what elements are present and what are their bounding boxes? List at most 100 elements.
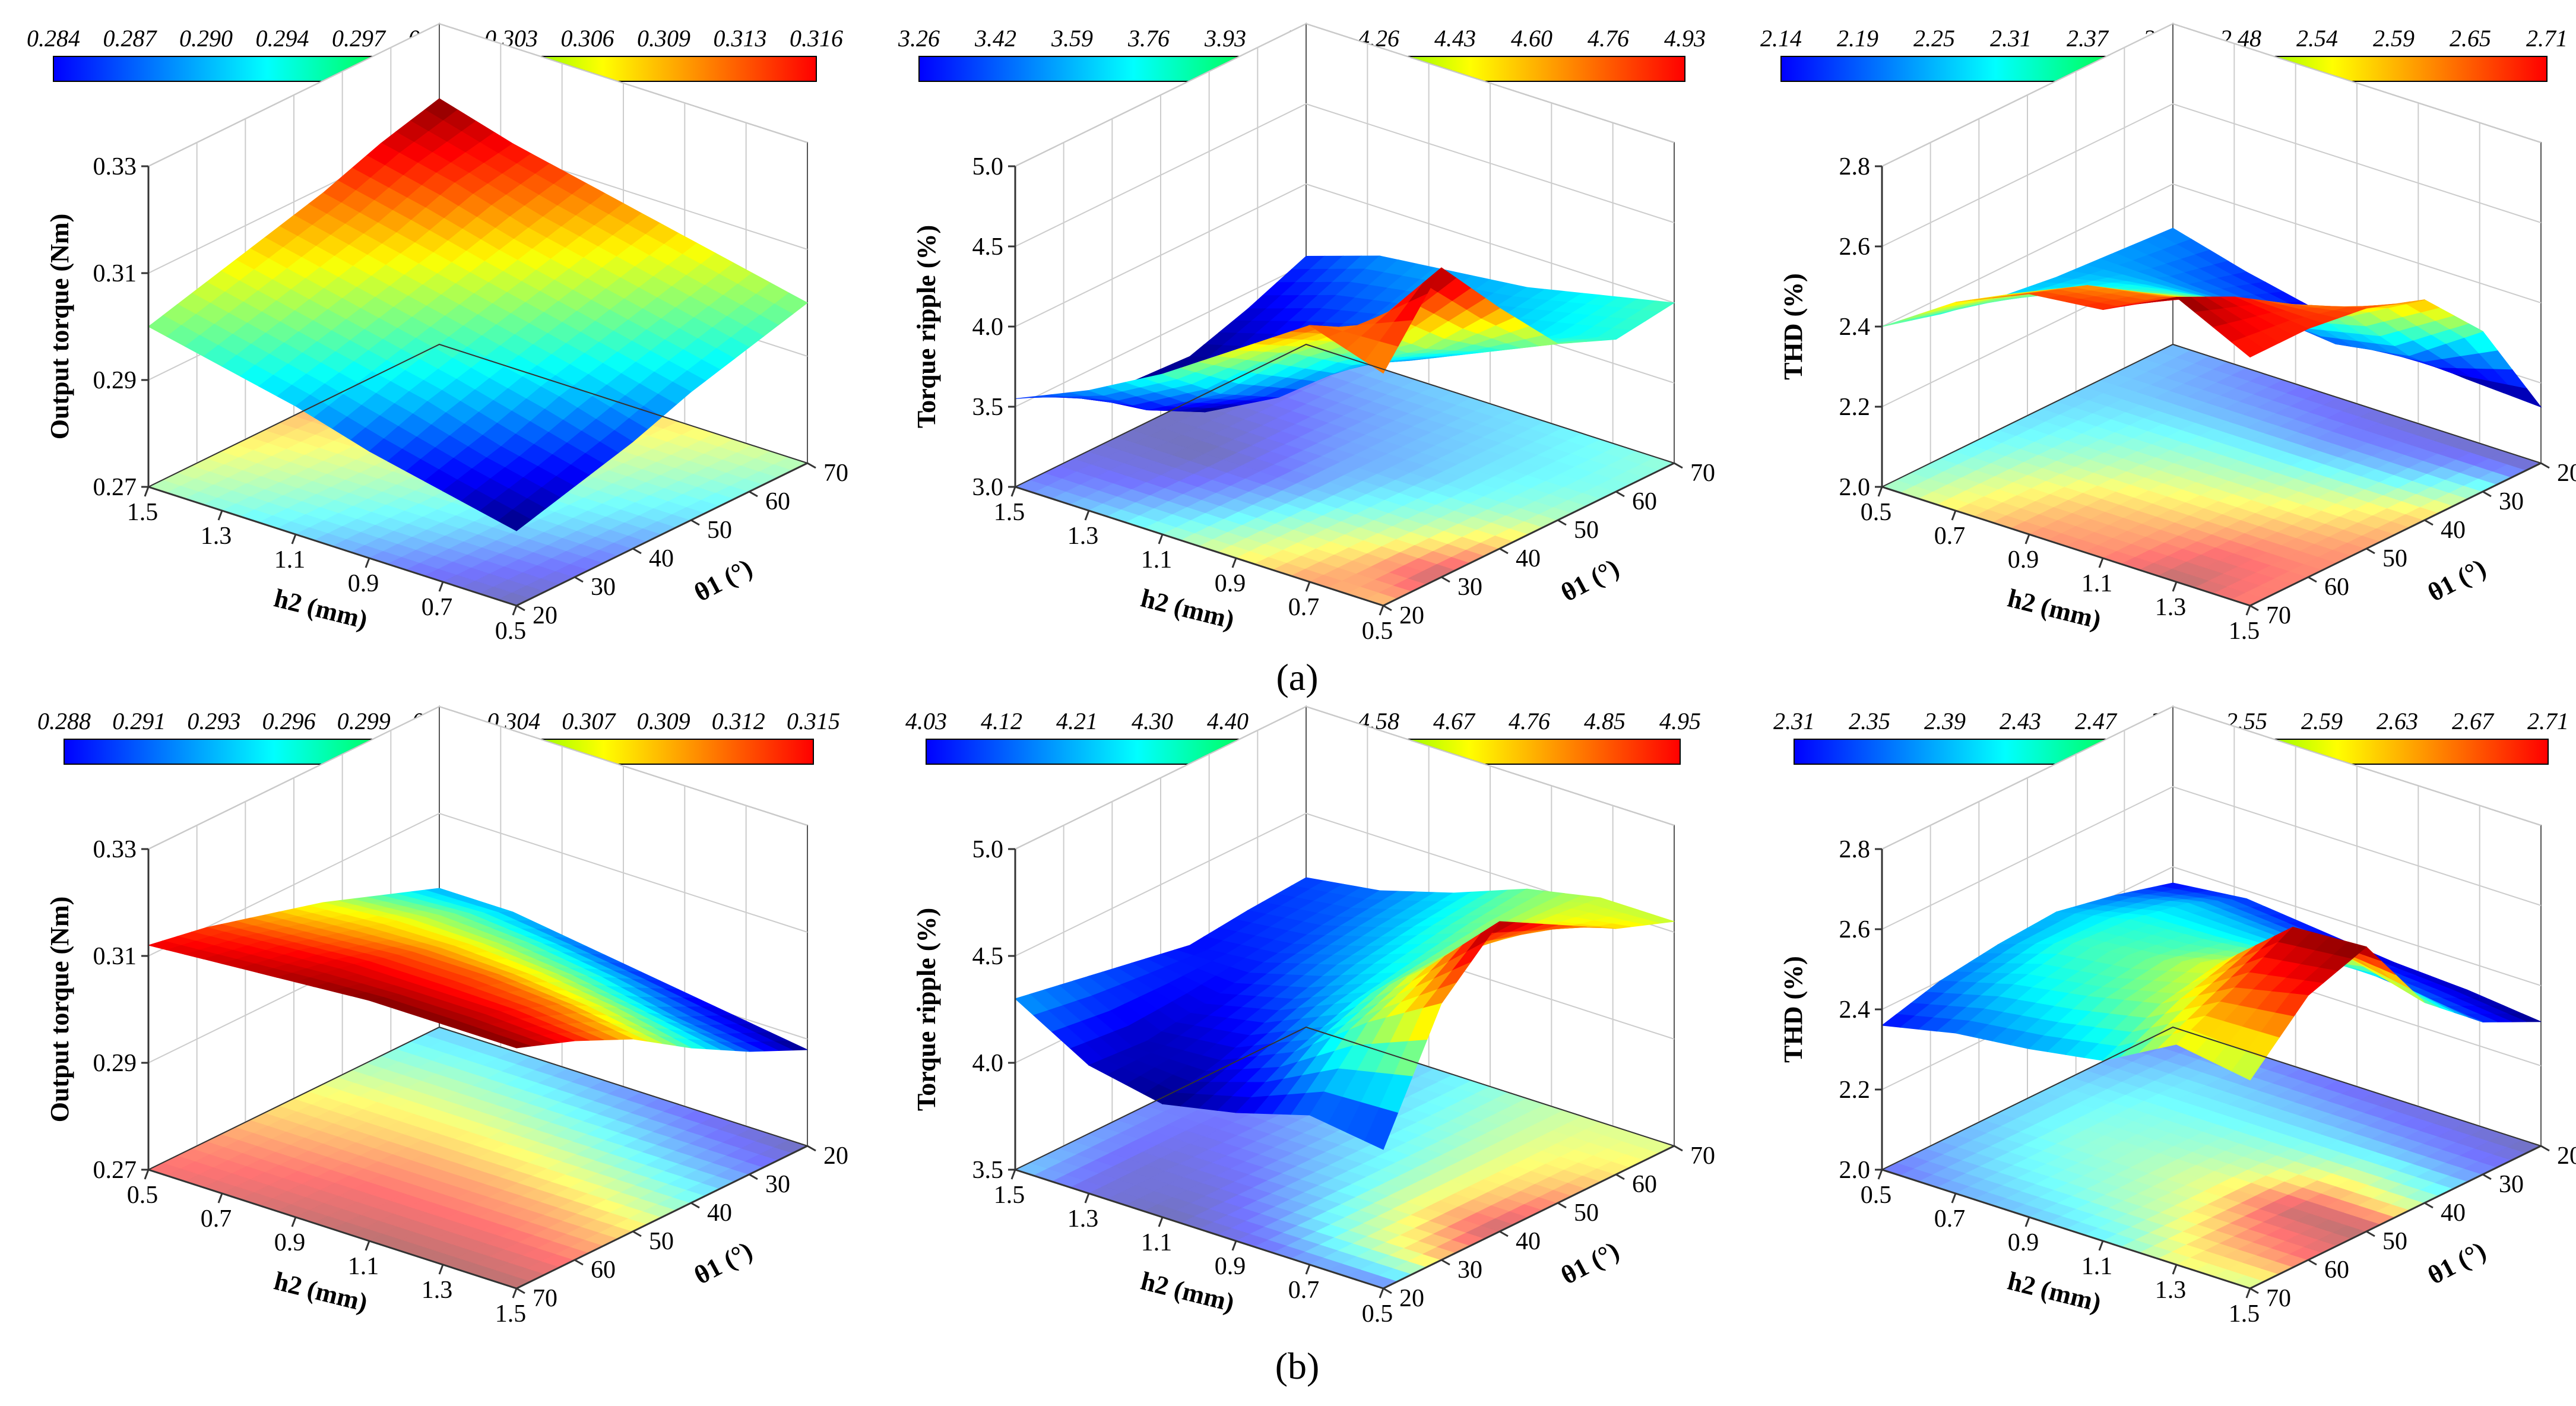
x-tick-label: 1.1	[274, 546, 306, 574]
x-tick-label: 0.7	[201, 1205, 232, 1233]
x-tick-label: 1.5	[994, 1182, 1025, 1209]
y-tick-label: 70	[2266, 602, 2291, 629]
x-tick-mark	[2024, 534, 2030, 544]
y-tick-mark	[1441, 1259, 1450, 1266]
surface-mesh	[1015, 877, 1675, 1150]
x-tick-label: 1.1	[348, 1253, 379, 1280]
z-tick-label: 3.0	[972, 474, 1004, 501]
colorbar-tick: 2.37	[2067, 25, 2109, 52]
y-tick-mark	[749, 1173, 758, 1180]
y-tick-label: 40	[649, 545, 674, 572]
z-tick-label: 4.5	[972, 233, 1004, 261]
y-axis-line	[516, 1145, 808, 1290]
y-tick-label: 40	[707, 1199, 732, 1227]
colorbar-tick: 2.31	[1990, 25, 2032, 52]
y-tick-mark	[807, 462, 816, 469]
x-tick-mark	[291, 534, 297, 544]
colorbar-tick: 0.309	[637, 25, 690, 52]
z-tick-label: 0.31	[93, 943, 137, 970]
colorbar-tick: 4.67	[1433, 708, 1476, 734]
surface-chart-b-1: 0.2880.2910.2930.2960.2990.3010.3040.307…	[37, 705, 848, 1328]
colorbar-tick: 4.93	[1664, 25, 1706, 52]
z-tick-label: 4.5	[972, 943, 1004, 970]
colorbar-tick: 0.316	[790, 25, 843, 52]
x-tick-mark	[1158, 1217, 1164, 1227]
y-tick-mark	[632, 1230, 642, 1237]
y-axis-line	[1383, 462, 1675, 607]
z-tick-label: 2.6	[1839, 233, 1871, 261]
surface-cell	[498, 1039, 531, 1049]
x-tick-mark	[1010, 1169, 1016, 1180]
z-tick-label: 0.33	[93, 153, 137, 180]
y-axis-title: θ1 (°)	[2423, 553, 2491, 607]
y-tick-label: 60	[765, 488, 790, 515]
y-tick-label: 70	[1690, 1142, 1715, 1170]
x-tick-label: 1.3	[2155, 594, 2187, 621]
z-tick-label: 0.31	[93, 260, 137, 287]
y-tick-mark	[1383, 1287, 1392, 1294]
colorbar-tick: 3.42	[974, 25, 1016, 52]
z-tick-label: 0.33	[93, 836, 137, 863]
surface-mesh	[1881, 227, 2542, 408]
y-tick-mark	[2482, 490, 2492, 498]
x-tick-label: 1.3	[201, 522, 232, 550]
colorbar-tick: 0.291	[112, 708, 166, 734]
y-tick-label: 20	[2557, 460, 2576, 487]
x-axis-line	[1015, 1168, 1384, 1290]
y-tick-mark	[1499, 1230, 1509, 1237]
x-tick-label: 0.5	[127, 1182, 159, 1209]
x-tick-mark	[2098, 558, 2104, 568]
x-tick-label: 0.9	[1215, 570, 1246, 597]
y-tick-mark	[1674, 462, 1683, 469]
x-tick-mark	[365, 558, 370, 568]
colorbar-tick: 0.315	[787, 708, 840, 734]
colorbar-tick: 0.294	[256, 25, 309, 52]
x-tick-label: 1.1	[2081, 570, 2113, 597]
z-tick-label: 3.5	[972, 394, 1004, 421]
x-tick-mark	[365, 1240, 370, 1251]
x-axis-line	[1015, 486, 1384, 607]
y-tick-mark	[2424, 519, 2434, 526]
colorbar-tick: 4.21	[1056, 708, 1098, 734]
y-tick-mark	[690, 1202, 700, 1209]
colorbar-tick: 4.76	[1509, 708, 1550, 734]
x-tick-mark	[1379, 1288, 1384, 1299]
x-tick-label: 1.3	[422, 1277, 453, 1304]
y-tick-label: 30	[1457, 1256, 1482, 1284]
colorbar-tick: 4.76	[1588, 25, 1629, 52]
colorbar-tick: 0.296	[262, 708, 316, 734]
y-tick-label: 60	[1632, 488, 1657, 515]
colorbar-tick: 2.47	[2075, 708, 2118, 734]
x-tick-label: 1.5	[2229, 618, 2260, 645]
x-tick-label: 0.5	[1362, 618, 1393, 645]
colorbar-tick: 0.290	[179, 25, 233, 52]
y-tick-label: 40	[2441, 517, 2466, 544]
colorbar-tick: 0.284	[27, 25, 80, 52]
surface-cell	[498, 509, 532, 531]
colorbar-tick: 4.95	[1659, 708, 1701, 734]
colorbar-tick: 0.287	[103, 25, 158, 52]
y-axis-line	[516, 462, 808, 607]
x-tick-mark	[1084, 510, 1090, 521]
y-tick-label: 50	[1574, 1199, 1599, 1227]
x-tick-label: 1.3	[1067, 1205, 1099, 1233]
y-tick-mark	[1557, 1202, 1567, 1209]
y-tick-mark	[1441, 576, 1450, 583]
y-tick-mark	[2308, 576, 2317, 583]
surface-chart-a-1: 0.2840.2870.2900.2940.2970.3000.3030.306…	[27, 23, 848, 645]
y-axis-title: θ1 (°)	[1556, 553, 1624, 607]
colorbar-tick: 4.60	[1511, 25, 1552, 52]
x-tick-label: 0.7	[1934, 522, 1966, 550]
y-axis-title: θ1 (°)	[689, 553, 757, 607]
colorbar-tick: 4.12	[981, 708, 1022, 734]
y-tick-label: 50	[707, 517, 732, 544]
x-tick-label: 0.5	[495, 618, 527, 645]
x-tick-mark	[512, 1288, 518, 1299]
colorbar-tick: 4.85	[1584, 708, 1626, 734]
y-tick-mark	[1615, 490, 1625, 498]
y-tick-label: 50	[2382, 545, 2407, 572]
x-axis-line	[1881, 486, 2251, 607]
x-tick-mark	[512, 605, 518, 616]
surface-cell	[2231, 336, 2266, 358]
colorbar-tick: 3.93	[1204, 25, 1246, 52]
